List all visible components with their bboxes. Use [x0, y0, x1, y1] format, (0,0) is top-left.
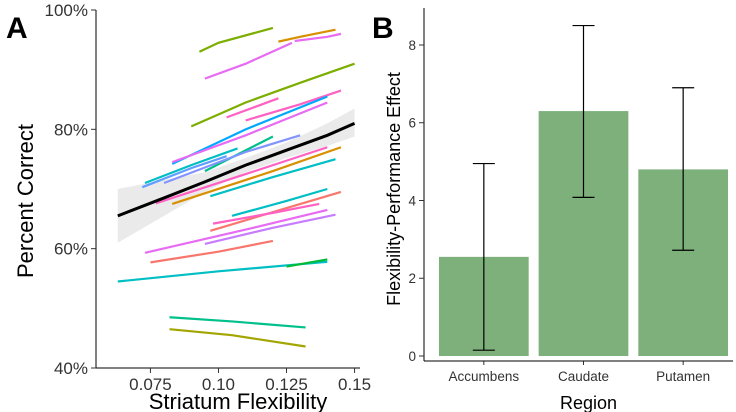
- panel-a-fit-line-group: [117, 121, 356, 218]
- subject-line-9: [171, 101, 328, 164]
- subject-line-15: [171, 146, 342, 205]
- panel-a-series-lines: [117, 26, 355, 348]
- panel-a-y-tick-label: 80%: [54, 120, 88, 139]
- subject-line-25: [169, 316, 306, 329]
- panel-a-x-tick-label: 0.125: [265, 375, 308, 394]
- subject-line-14: [155, 146, 328, 205]
- subject-line-1: [198, 26, 274, 53]
- panel-a-x-tick-label: 0.15: [338, 375, 371, 394]
- panel-a-axes: 40% 60% 80% 100% 0.075 0.10 0.125 0.15: [45, 1, 372, 394]
- panel-a-x-axis-title: Striatum Flexibility: [149, 389, 327, 412]
- panel-a-y-tick-label: 40%: [54, 359, 88, 378]
- panel-b-error-bars: [472, 24, 695, 351]
- subject-line-13: [163, 134, 301, 185]
- subject-line-17: [231, 187, 328, 217]
- panel-b-x-tick-label: Caudate: [558, 369, 609, 384]
- subject-line-11: [141, 155, 227, 189]
- subject-line-26: [169, 328, 306, 348]
- panel-b-chart: Accumbens Caudate Putamen 0 2 4 6 8 Region Flex…: [384, 8, 733, 412]
- subject-line-18: [209, 190, 342, 232]
- subject-line-3: [294, 32, 342, 43]
- fit-confidence-band: [117, 108, 355, 243]
- panel-b-x-tick-label: Putamen: [656, 369, 710, 384]
- subject-line-22: [150, 239, 274, 264]
- fit-line: [117, 121, 356, 218]
- subject-line-6: [226, 97, 279, 119]
- panel-b-y-axis-title: Flexibility-Performance Effect: [384, 72, 404, 306]
- panel-b-y-tick-label: 2: [408, 271, 416, 286]
- subject-line-7: [245, 89, 342, 122]
- subject-line-21: [144, 208, 328, 254]
- panel-a-letter: A: [6, 12, 28, 45]
- panel-b-bars: [438, 111, 729, 357]
- panel-a-y-axis-title: Percent Correct: [13, 124, 38, 278]
- panel-b-x-axis-title: Region: [560, 393, 617, 412]
- panel-b-y-tick-label: 6: [408, 116, 416, 131]
- panel-a-y-tick-label: 100%: [45, 1, 88, 20]
- panel-a-chart: 40% 60% 80% 100% 0.075 0.10 0.125 0.15 Striatum…: [13, 1, 371, 412]
- subject-line-4: [204, 41, 293, 80]
- panel-b-letter: B: [372, 12, 394, 45]
- panel-b-x-tick-label: Accumbens: [449, 369, 520, 384]
- subject-line-16: [209, 158, 336, 198]
- subject-line-5: [190, 62, 355, 128]
- panel-b-y-tick-label: 8: [408, 38, 416, 53]
- panel-b-y-tick-label: 0: [408, 349, 416, 364]
- panel-a-x-tick-label: 0.10: [202, 375, 235, 394]
- subject-line-10: [144, 147, 238, 185]
- panel-a-confidence-band: [117, 108, 355, 243]
- panel-a-y-tick-label: 60%: [54, 240, 88, 259]
- subject-line-20: [204, 213, 336, 245]
- subject-line-19: [212, 202, 320, 225]
- panel-b-axes: Accumbens Caudate Putamen 0 2 4 6 8: [408, 8, 733, 384]
- subject-line-24: [286, 258, 328, 268]
- panel-a-x-tick-label: 0.075: [129, 375, 172, 394]
- panel-b-y-tick-label: 4: [408, 193, 416, 208]
- subject-line-2: [278, 28, 336, 43]
